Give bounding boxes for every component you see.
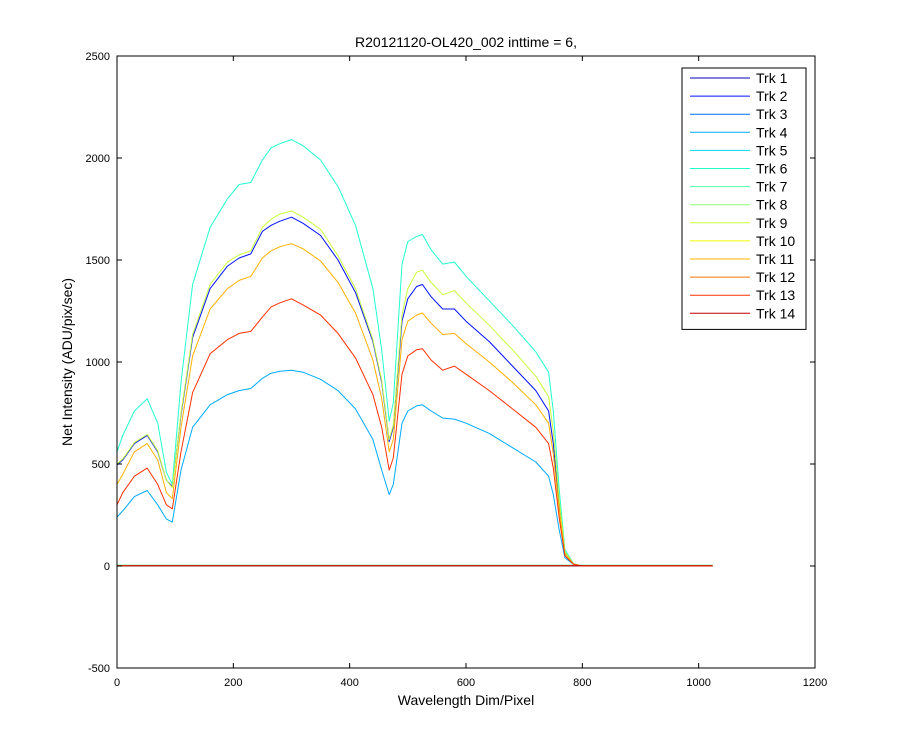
series-line-trk-6: [116, 139, 713, 567]
legend-label: Trk 2: [756, 88, 788, 104]
x-tick-label: 0: [114, 677, 120, 689]
legend-label: Trk 3: [756, 106, 788, 122]
legend-label: Trk 7: [756, 179, 788, 195]
chart-title: R20121120-OL420_002 inttime = 6,: [355, 34, 577, 50]
legend: Trk 1 Trk 2 Trk 3 Trk 4 Trk 5 Trk 6 Trk 7 Trk 8…: [681, 67, 807, 330]
legend-label: Trk 13: [756, 287, 795, 303]
series-layer: [116, 139, 713, 567]
x-tick-label: 800: [573, 677, 591, 689]
legend-label: Trk 4: [756, 124, 788, 140]
x-tick-label: 1200: [803, 677, 827, 689]
legend-label: Trk 10: [756, 233, 795, 249]
series-line-trk-13: [116, 298, 713, 567]
legend-label: Trk 11: [756, 251, 794, 267]
series-line-trk-4: [116, 369, 713, 567]
x-tick-label: 600: [457, 677, 475, 689]
x-tick-label: 400: [340, 677, 358, 689]
y-tick-label: 1500: [86, 255, 110, 267]
y-tick-label: 500: [92, 459, 110, 471]
y-tick-label: 0: [104, 561, 110, 573]
y-tick-label: -500: [88, 663, 110, 675]
series-line-trk-11: [116, 243, 713, 567]
legend-label: Trk 6: [756, 161, 788, 177]
ticks-layer: 0 200 400 600 800 1000 1200 -500 0 500 1000 1500 200…: [86, 51, 828, 689]
legend-label: Trk 1: [756, 70, 788, 86]
legend-label: Trk 12: [756, 269, 795, 285]
y-tick-label: 2500: [86, 51, 110, 63]
legend-box: [681, 67, 807, 330]
legend-label: Trk 14: [756, 305, 795, 321]
x-tick-label: 1000: [686, 677, 710, 689]
y-tick-label: 2000: [86, 153, 110, 165]
legend-label: Trk 9: [756, 215, 788, 231]
series-line-trk-9: [116, 210, 713, 567]
y-axis-label: Net Intensity (ADU/pix/sec): [59, 278, 75, 446]
legend-label: Trk 5: [756, 142, 788, 158]
legend-label: Trk 8: [756, 197, 788, 213]
y-tick-label: 1000: [86, 357, 110, 369]
x-axis-label: Wavelength Dim/Pixel: [398, 692, 534, 708]
x-tick-label: 200: [224, 677, 242, 689]
